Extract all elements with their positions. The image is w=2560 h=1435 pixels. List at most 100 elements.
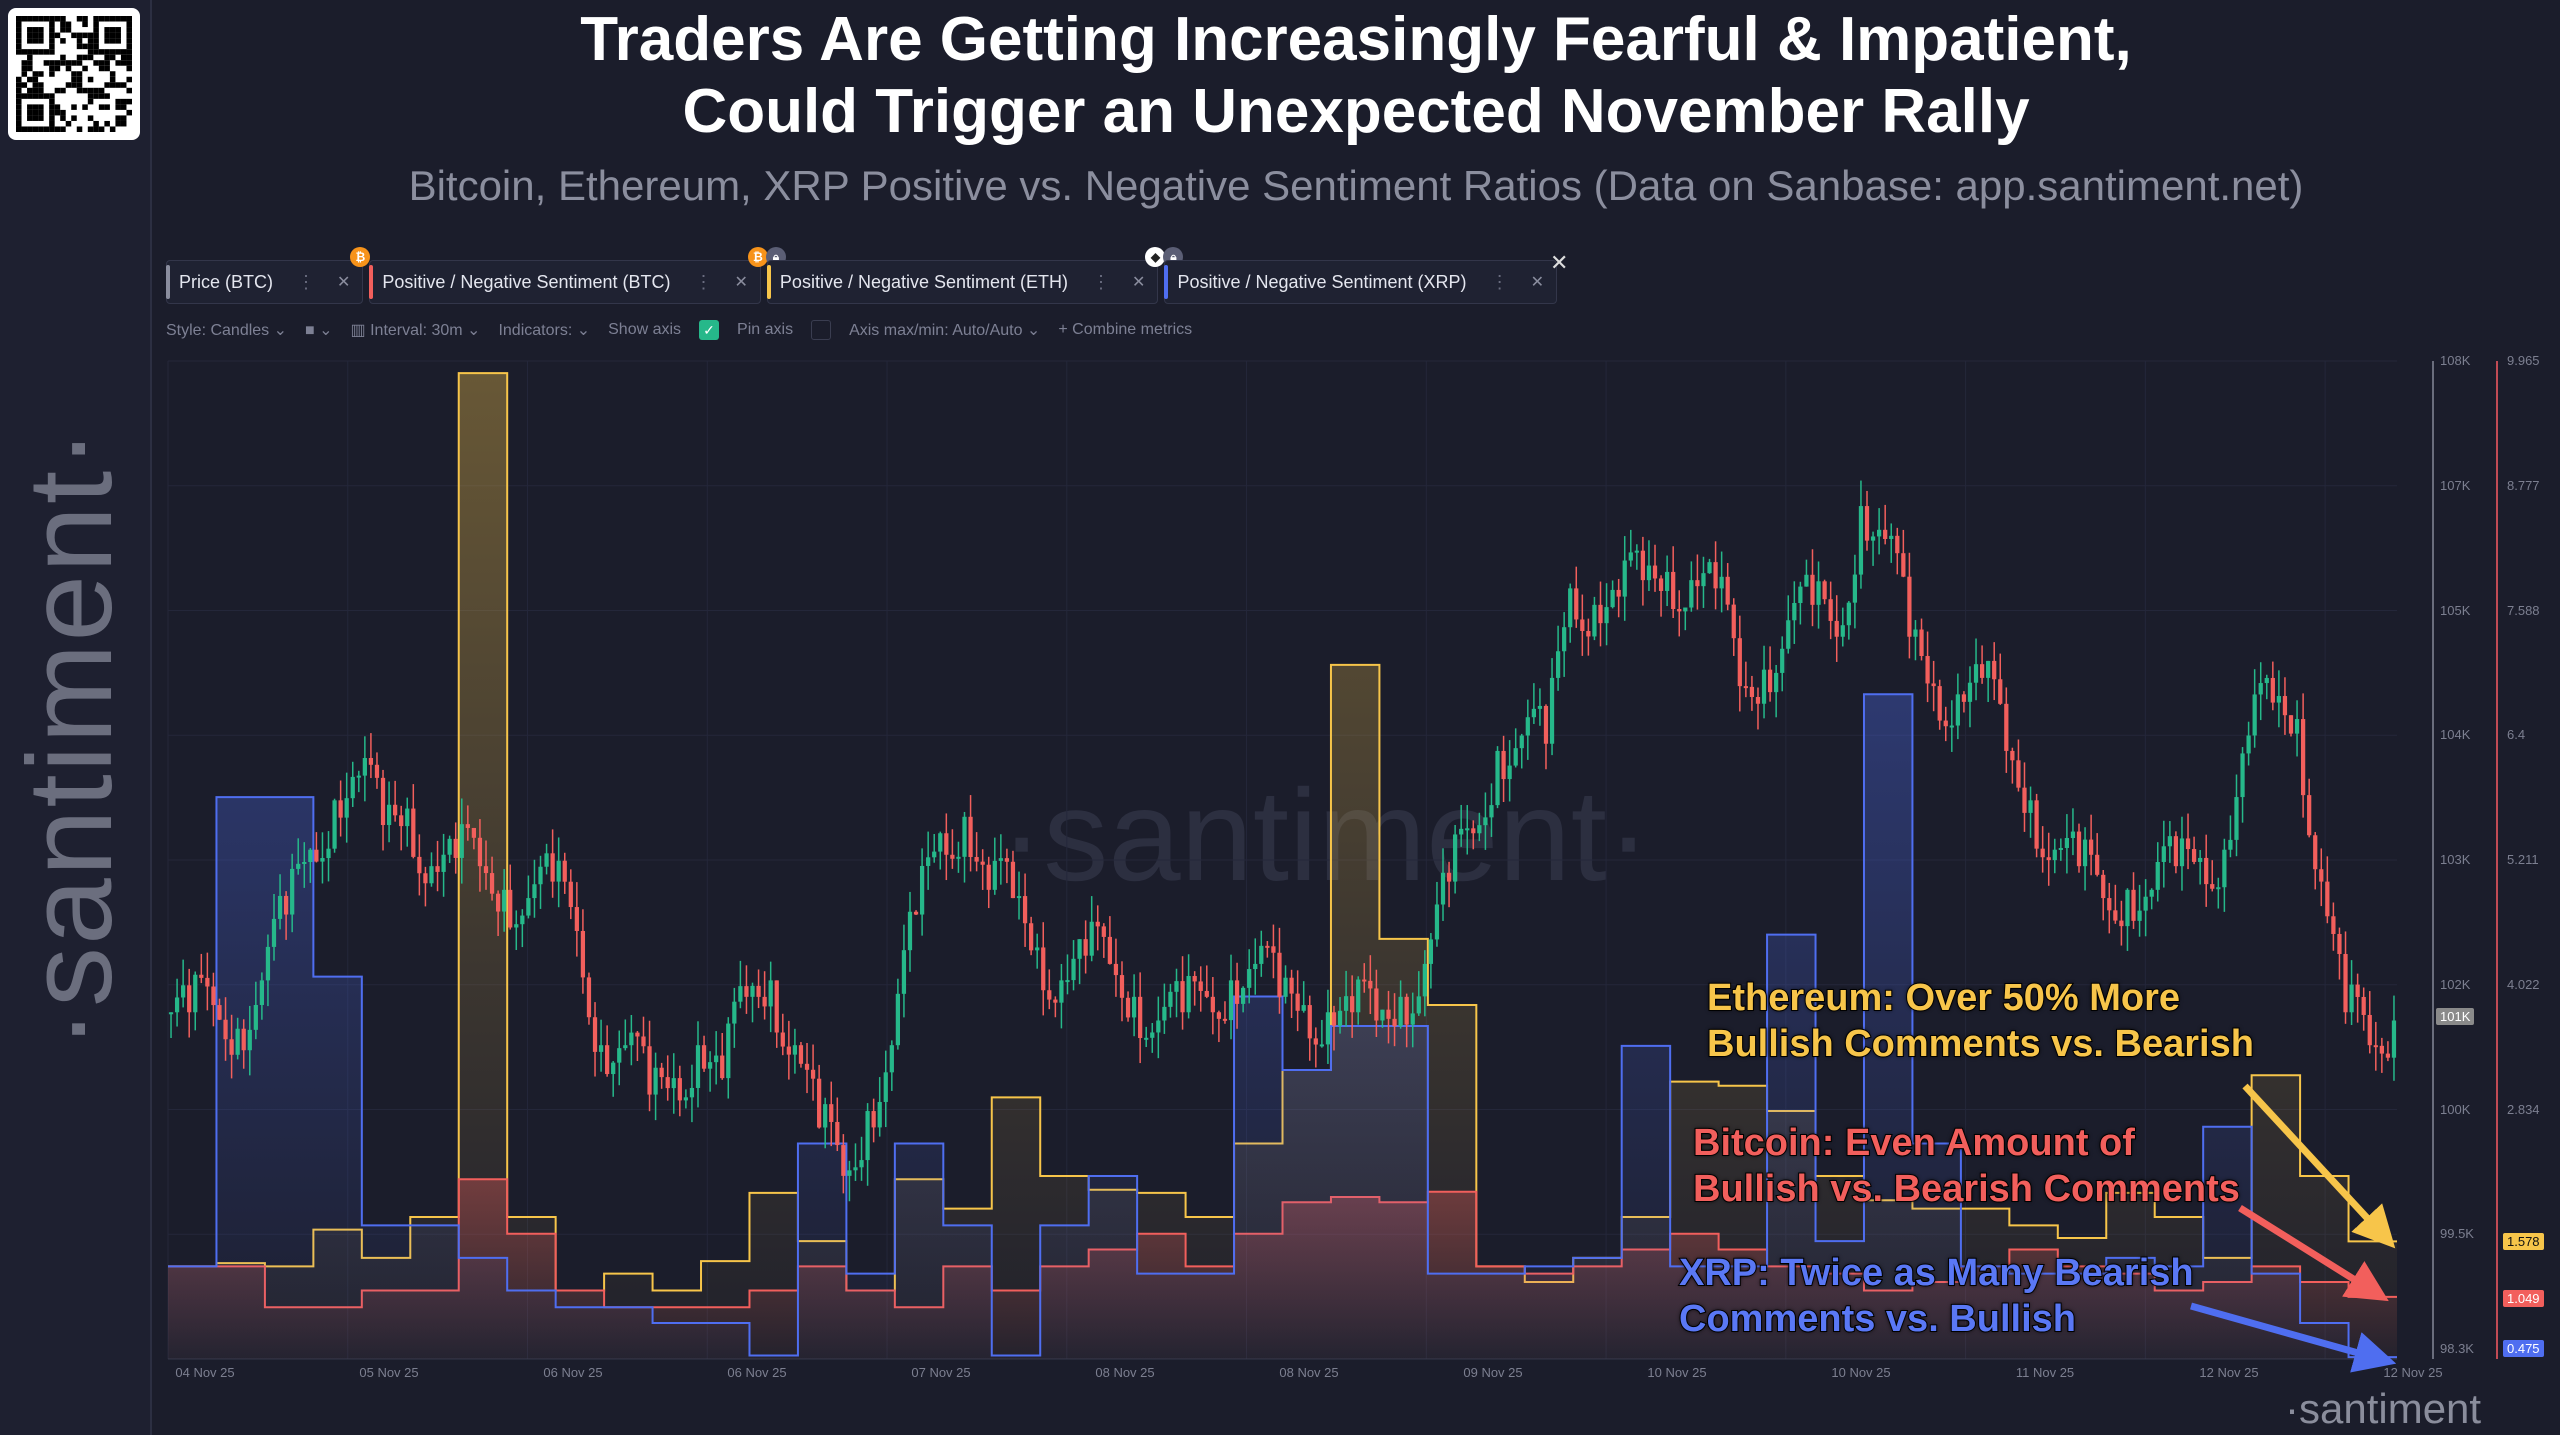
candle-body	[1858, 506, 1864, 575]
candle-body	[1967, 682, 1973, 702]
qr-module	[16, 120, 22, 127]
candle-body	[411, 808, 416, 857]
candle-body	[1119, 975, 1125, 998]
qr-module	[109, 54, 116, 61]
x-tick-label: 07 Nov 25	[911, 1365, 971, 1380]
candle-body	[465, 824, 470, 828]
qr-module	[21, 65, 28, 72]
qr-module	[98, 87, 105, 94]
candle-body	[992, 860, 997, 890]
more-icon[interactable]: ⋮	[1490, 271, 1509, 292]
candle-body	[2228, 839, 2233, 850]
candle-body	[2391, 1020, 2397, 1058]
candle-body	[889, 1045, 894, 1073]
tab-sentiment-xrp[interactable]: Positive / Negative Sentiment (XRP) ⋮ ✕	[1164, 260, 1557, 304]
tab-sentiment-btc[interactable]: Positive / Negative Sentiment (BTC) ⋮ ✕ ₿ 🔒︎	[369, 247, 786, 304]
close-icon[interactable]: ✕	[1530, 274, 1544, 291]
qr-module	[93, 43, 99, 50]
candle-body	[277, 895, 283, 919]
candle-body	[1138, 996, 1143, 1039]
candle-body	[2325, 881, 2330, 917]
candle-body	[1549, 677, 1555, 744]
close-icon[interactable]: ✕	[1132, 274, 1146, 291]
candle-body	[2010, 750, 2015, 761]
candle-body	[804, 1063, 810, 1070]
candle-body	[859, 1160, 864, 1168]
pin-axis-checkbox[interactable]	[811, 320, 832, 340]
qr-module	[109, 76, 116, 83]
candle-body	[344, 798, 349, 818]
more-icon[interactable]: ⋮	[297, 271, 315, 292]
close-icon[interactable]: ✕	[734, 274, 748, 291]
candle-body	[1755, 696, 1761, 704]
qr-module	[120, 115, 127, 121]
qr-module	[120, 82, 127, 88]
candle-body	[562, 860, 567, 882]
candle-body	[302, 861, 307, 864]
qr-module	[104, 104, 110, 110]
candle-body	[871, 1111, 876, 1128]
candle-body	[1271, 946, 1276, 953]
style-dropdown[interactable]: Style: Candles ⌄	[166, 322, 288, 339]
qr-module	[16, 93, 22, 99]
candle-body	[1870, 536, 1876, 541]
candle-body	[913, 911, 919, 915]
center-watermark: ·santiment·	[1000, 762, 1651, 908]
more-icon[interactable]: ⋮	[1092, 271, 1111, 292]
color-picker[interactable]: ■ ⌄	[305, 322, 333, 339]
qr-module	[49, 43, 55, 50]
more-icon[interactable]: ⋮	[694, 271, 713, 292]
qr-module	[109, 16, 116, 22]
bitcoin-icon: ₿	[747, 247, 768, 267]
qr-module	[76, 32, 83, 39]
candle-body	[1507, 765, 1512, 780]
candle-body	[393, 804, 398, 816]
close-all-icon[interactable]: ✕	[1550, 250, 1569, 275]
qr-module	[93, 32, 99, 39]
qr-module	[27, 27, 33, 33]
candle-body	[623, 1045, 628, 1049]
axis-minmax-dropdown[interactable]: Axis max/min: Auto/Auto ⌄	[849, 322, 1041, 339]
qr-module	[104, 65, 110, 72]
candle-body	[817, 1078, 822, 1128]
sentiment-line-2	[168, 693, 2397, 1359]
interval-dropdown[interactable]: ▥ Interval: 30m ⌄	[350, 322, 481, 339]
tab-sentiment-eth[interactable]: Positive / Negative Sentiment (ETH) ⋮ ✕ ◆ 🔒︎	[766, 247, 1184, 304]
candle-body	[1101, 926, 1106, 937]
tab-price-btc[interactable]: Price (BTC) ⋮ ✕ ₿	[166, 247, 371, 304]
qr-module	[27, 38, 33, 44]
candle-body	[1979, 664, 1985, 678]
candle-body	[968, 816, 973, 858]
qr-module	[38, 16, 44, 22]
candle-body	[2046, 857, 2051, 861]
candle-body	[1513, 748, 1518, 766]
candle-body	[168, 1012, 174, 1015]
candle-body	[447, 838, 452, 855]
qr-module	[87, 93, 94, 99]
candle-body	[211, 986, 216, 1006]
candle-body	[1574, 588, 1579, 620]
candle-body	[229, 1039, 234, 1055]
qr-module	[54, 87, 61, 94]
qr-module	[27, 109, 33, 116]
annotation-arrow	[2190, 1302, 2397, 1373]
show-axis-checkbox[interactable]: ✓	[699, 320, 720, 340]
qr-module	[27, 104, 33, 110]
qr-module	[93, 27, 99, 33]
qr-module	[49, 16, 55, 22]
candle-body	[453, 838, 458, 858]
indicators-dropdown[interactable]: Indicators: ⌄	[498, 322, 591, 339]
candle-body	[1616, 589, 1621, 597]
candle-body	[1816, 581, 1821, 605]
qr-module	[87, 38, 94, 44]
close-icon[interactable]: ✕	[337, 274, 351, 291]
candle-body	[738, 986, 743, 1002]
candle-body	[2246, 735, 2251, 754]
combine-metrics-button[interactable]: + Combine metrics	[1058, 321, 1193, 338]
qr-module	[93, 21, 99, 28]
candle-body	[1374, 988, 1379, 1021]
qr-module	[38, 115, 44, 121]
candle-body	[1065, 980, 1070, 983]
annotation-arrow	[2242, 1083, 2396, 1249]
